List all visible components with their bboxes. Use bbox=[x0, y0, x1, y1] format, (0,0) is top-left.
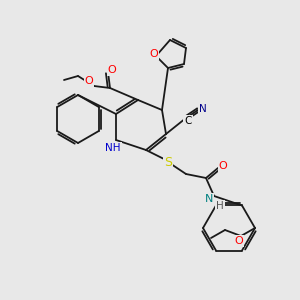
Text: O: O bbox=[219, 161, 227, 171]
Text: H: H bbox=[216, 201, 224, 211]
Text: NH: NH bbox=[105, 143, 121, 153]
Text: N: N bbox=[199, 104, 207, 114]
Text: S: S bbox=[164, 155, 172, 169]
Text: O: O bbox=[150, 49, 158, 59]
Text: O: O bbox=[108, 65, 116, 75]
Text: N: N bbox=[205, 194, 213, 204]
Text: O: O bbox=[235, 236, 243, 246]
Text: O: O bbox=[85, 76, 93, 86]
Text: C: C bbox=[184, 116, 192, 126]
